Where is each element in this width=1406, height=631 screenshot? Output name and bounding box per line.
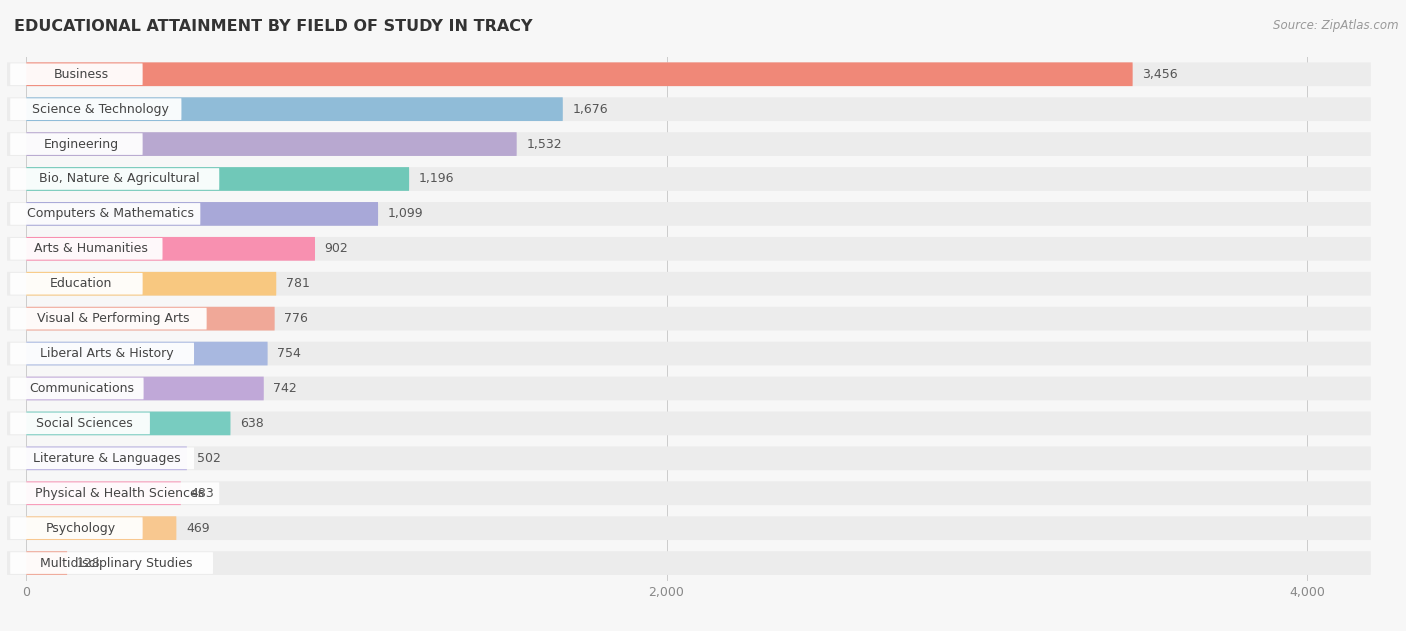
FancyBboxPatch shape	[7, 133, 1371, 156]
Text: Visual & Performing Arts: Visual & Performing Arts	[37, 312, 190, 325]
Text: 781: 781	[285, 277, 309, 290]
FancyBboxPatch shape	[10, 552, 212, 574]
FancyBboxPatch shape	[10, 98, 181, 120]
FancyBboxPatch shape	[10, 447, 194, 469]
Text: Education: Education	[51, 277, 112, 290]
FancyBboxPatch shape	[7, 307, 1371, 331]
FancyBboxPatch shape	[7, 62, 1371, 86]
Text: Literature & Languages: Literature & Languages	[34, 452, 181, 465]
FancyBboxPatch shape	[27, 447, 187, 470]
Text: EDUCATIONAL ATTAINMENT BY FIELD OF STUDY IN TRACY: EDUCATIONAL ATTAINMENT BY FIELD OF STUDY…	[14, 19, 533, 34]
FancyBboxPatch shape	[27, 97, 562, 121]
FancyBboxPatch shape	[27, 202, 378, 226]
Text: Bio, Nature & Agricultural: Bio, Nature & Agricultural	[39, 172, 200, 186]
Text: 1,196: 1,196	[419, 172, 454, 186]
FancyBboxPatch shape	[27, 411, 231, 435]
Text: Computers & Mathematics: Computers & Mathematics	[27, 208, 194, 220]
Text: Psychology: Psychology	[46, 522, 117, 534]
FancyBboxPatch shape	[10, 238, 163, 259]
FancyBboxPatch shape	[10, 203, 200, 225]
FancyBboxPatch shape	[27, 516, 176, 540]
FancyBboxPatch shape	[27, 342, 267, 365]
FancyBboxPatch shape	[7, 237, 1371, 261]
Text: Engineering: Engineering	[44, 138, 118, 151]
Text: 638: 638	[240, 417, 264, 430]
FancyBboxPatch shape	[7, 481, 1371, 505]
Text: Arts & Humanities: Arts & Humanities	[34, 242, 148, 256]
Text: Business: Business	[53, 68, 108, 81]
FancyBboxPatch shape	[27, 377, 264, 400]
FancyBboxPatch shape	[10, 483, 219, 504]
FancyBboxPatch shape	[27, 133, 516, 156]
FancyBboxPatch shape	[10, 308, 207, 329]
FancyBboxPatch shape	[10, 64, 142, 85]
Text: 1,532: 1,532	[526, 138, 562, 151]
FancyBboxPatch shape	[27, 307, 274, 331]
Text: 502: 502	[197, 452, 221, 465]
Text: Science & Technology: Science & Technology	[32, 103, 169, 115]
FancyBboxPatch shape	[27, 551, 67, 575]
FancyBboxPatch shape	[7, 411, 1371, 435]
Text: Communications: Communications	[30, 382, 134, 395]
FancyBboxPatch shape	[7, 202, 1371, 226]
FancyBboxPatch shape	[7, 342, 1371, 365]
FancyBboxPatch shape	[10, 517, 142, 539]
FancyBboxPatch shape	[27, 481, 181, 505]
Text: Physical & Health Sciences: Physical & Health Sciences	[35, 487, 204, 500]
Text: 754: 754	[277, 347, 301, 360]
FancyBboxPatch shape	[10, 273, 142, 295]
FancyBboxPatch shape	[10, 133, 142, 155]
FancyBboxPatch shape	[7, 447, 1371, 470]
Text: 3,456: 3,456	[1142, 68, 1178, 81]
FancyBboxPatch shape	[7, 377, 1371, 400]
FancyBboxPatch shape	[10, 378, 143, 399]
FancyBboxPatch shape	[10, 168, 219, 190]
FancyBboxPatch shape	[7, 272, 1371, 295]
Text: 902: 902	[325, 242, 349, 256]
Text: Source: ZipAtlas.com: Source: ZipAtlas.com	[1274, 19, 1399, 32]
Text: 469: 469	[186, 522, 209, 534]
FancyBboxPatch shape	[27, 272, 276, 295]
Text: Social Sciences: Social Sciences	[37, 417, 134, 430]
FancyBboxPatch shape	[7, 516, 1371, 540]
Text: 1,099: 1,099	[388, 208, 423, 220]
FancyBboxPatch shape	[27, 167, 409, 191]
Text: Multidisciplinary Studies: Multidisciplinary Studies	[41, 557, 193, 570]
Text: 776: 776	[284, 312, 308, 325]
FancyBboxPatch shape	[27, 62, 1133, 86]
Text: 128: 128	[77, 557, 101, 570]
FancyBboxPatch shape	[10, 413, 150, 434]
Text: 1,676: 1,676	[572, 103, 607, 115]
FancyBboxPatch shape	[27, 237, 315, 261]
FancyBboxPatch shape	[7, 167, 1371, 191]
Text: 483: 483	[190, 487, 214, 500]
FancyBboxPatch shape	[7, 551, 1371, 575]
Text: 742: 742	[273, 382, 297, 395]
Text: Liberal Arts & History: Liberal Arts & History	[41, 347, 174, 360]
FancyBboxPatch shape	[7, 97, 1371, 121]
FancyBboxPatch shape	[10, 343, 194, 364]
